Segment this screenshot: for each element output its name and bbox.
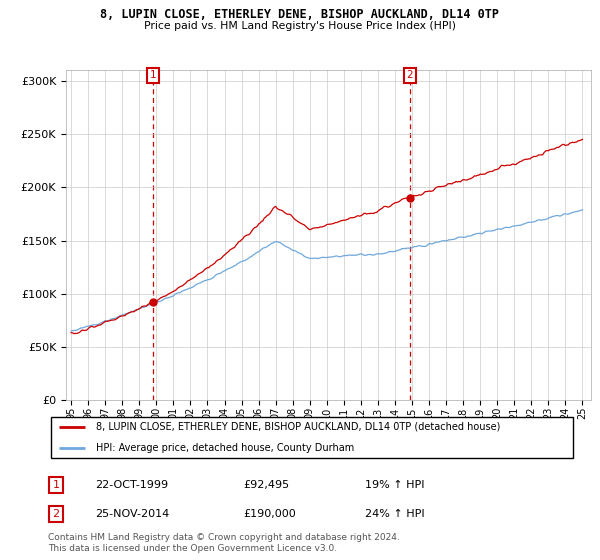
Text: 2: 2 xyxy=(407,71,413,80)
Text: 1: 1 xyxy=(149,71,156,80)
Text: 19% ↑ HPI: 19% ↑ HPI xyxy=(365,480,424,490)
Text: Price paid vs. HM Land Registry's House Price Index (HPI): Price paid vs. HM Land Registry's House … xyxy=(144,21,456,31)
FancyBboxPatch shape xyxy=(50,417,574,458)
Text: 8, LUPIN CLOSE, ETHERLEY DENE, BISHOP AUCKLAND, DL14 0TP: 8, LUPIN CLOSE, ETHERLEY DENE, BISHOP AU… xyxy=(101,8,499,21)
Text: 25-NOV-2014: 25-NOV-2014 xyxy=(95,509,170,519)
Text: £190,000: £190,000 xyxy=(244,509,296,519)
Text: 2: 2 xyxy=(52,509,59,519)
Text: 8, LUPIN CLOSE, ETHERLEY DENE, BISHOP AUCKLAND, DL14 0TP (detached house): 8, LUPIN CLOSE, ETHERLEY DENE, BISHOP AU… xyxy=(95,422,500,432)
Text: 1: 1 xyxy=(52,480,59,490)
Text: HPI: Average price, detached house, County Durham: HPI: Average price, detached house, Coun… xyxy=(95,443,354,453)
Text: Contains HM Land Registry data © Crown copyright and database right 2024.
This d: Contains HM Land Registry data © Crown c… xyxy=(48,533,400,553)
Text: 24% ↑ HPI: 24% ↑ HPI xyxy=(365,509,424,519)
Text: 22-OCT-1999: 22-OCT-1999 xyxy=(95,480,169,490)
Text: £92,495: £92,495 xyxy=(244,480,289,490)
